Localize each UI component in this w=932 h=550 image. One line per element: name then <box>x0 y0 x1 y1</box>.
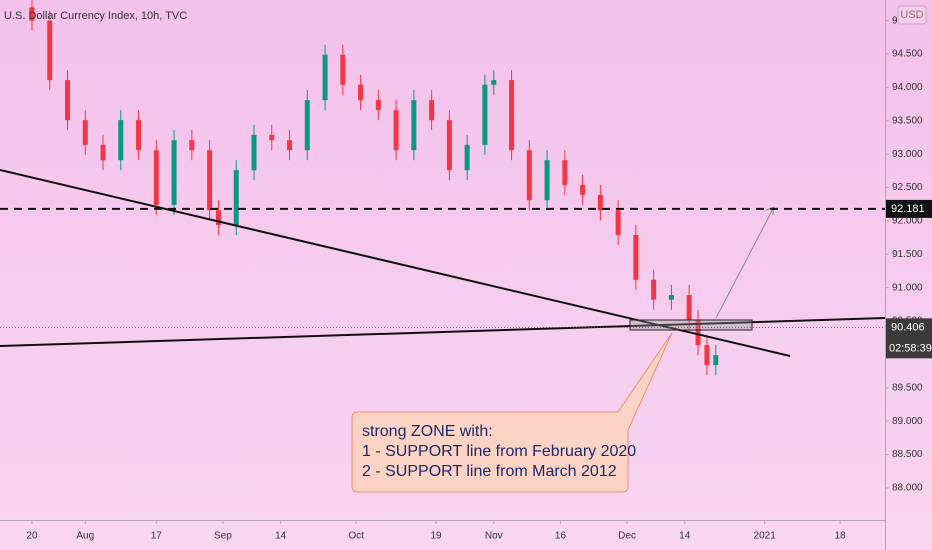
x-tick-label: 16 <box>555 531 567 542</box>
candle-body <box>482 84 488 145</box>
candle-body <box>340 54 346 85</box>
candle-body <box>375 100 381 111</box>
x-tick-label: 14 <box>679 531 691 542</box>
candle-body <box>287 140 293 151</box>
projection-arrow <box>715 206 775 319</box>
candle-body <box>429 100 435 121</box>
price-badge <box>886 199 932 218</box>
candle-body <box>100 144 106 161</box>
candle-body <box>82 120 88 145</box>
candle-body <box>233 170 239 225</box>
candle-body <box>597 194 603 211</box>
candle-body <box>544 160 550 201</box>
x-tick-label: 2021 <box>754 531 777 542</box>
annotation: 2 - SUPPORT line from March 2012 <box>362 463 617 480</box>
zone-box <box>629 319 753 331</box>
y-tick-label: 93.000 <box>892 149 923 160</box>
price-label: 92.181 <box>891 203 925 215</box>
candle-body <box>304 100 310 151</box>
annotation: strong ZONE with: <box>362 423 493 440</box>
x-tick-label: Dec <box>618 531 636 542</box>
currency-badge <box>897 5 927 25</box>
x-tick-label: 17 <box>151 531 163 542</box>
currency-label: USD <box>900 9 923 21</box>
y-tick-label: 91.000 <box>892 282 923 293</box>
candle-body <box>491 80 497 85</box>
candle-body <box>29 7 35 21</box>
candle-body <box>189 140 195 151</box>
candle-body <box>269 134 275 141</box>
y-tick-label: 92.000 <box>892 216 923 227</box>
candle-body <box>322 54 328 101</box>
y-tick-label: 89.500 <box>892 382 923 393</box>
candle-body <box>64 80 70 121</box>
candle-body <box>358 84 364 101</box>
annotation: 1 - SUPPORT line from February 2020 <box>362 443 636 460</box>
y-tick-label: 89.000 <box>892 416 923 427</box>
candle-body <box>446 120 452 171</box>
callout <box>351 332 673 493</box>
y-tick-label: 94.500 <box>892 49 923 60</box>
x-tick-label: Aug <box>76 531 94 542</box>
candle-body <box>713 355 719 366</box>
candle-body <box>171 140 177 205</box>
x-tick-label: 20 <box>26 531 38 542</box>
candle-body <box>393 110 399 151</box>
candle-body <box>153 150 159 205</box>
candle-body <box>580 184 586 195</box>
arrow-head <box>765 206 775 216</box>
candle-body <box>686 295 692 320</box>
y-tick-label: 92.500 <box>892 182 923 193</box>
candle-body <box>562 160 568 185</box>
x-tick-label: Sep <box>214 531 232 542</box>
candle-body <box>651 279 657 300</box>
plot <box>29 0 719 376</box>
candle-body <box>695 319 701 346</box>
chart-title: U.S. Dollar Currency Index, 10h, TVC <box>4 10 187 22</box>
candle-body <box>118 120 124 161</box>
candle-body <box>464 144 470 171</box>
candle-body <box>47 20 53 81</box>
x-tick-label: Nov <box>485 531 503 542</box>
x-tick-label: 18 <box>835 531 847 542</box>
y-tick-label: 88.000 <box>892 483 923 494</box>
y-tick-label: 93.500 <box>892 115 923 126</box>
x-tick-label: Oct <box>348 531 364 542</box>
candle-body <box>215 210 221 225</box>
candle-body <box>411 100 417 151</box>
price-badge <box>886 318 932 359</box>
y-tick-label: 91.500 <box>892 249 923 260</box>
y-tick-label: 88.500 <box>892 449 923 460</box>
candle-body <box>251 134 257 171</box>
price-label: 90.406 <box>891 321 925 333</box>
trendline <box>0 317 886 347</box>
countdown: 02:58:39 <box>889 342 932 354</box>
candle-body <box>615 210 621 235</box>
candle-body <box>704 345 710 366</box>
candle-body <box>509 80 515 151</box>
candle-body <box>526 150 532 201</box>
candle-body <box>633 234 639 280</box>
y-tick-label: 94.000 <box>892 82 923 93</box>
candle-body <box>207 150 213 211</box>
x-tick-label: 19 <box>430 531 442 542</box>
candle-body <box>668 295 674 300</box>
candle-body <box>136 120 142 151</box>
x-tick-label: 14 <box>275 531 287 542</box>
